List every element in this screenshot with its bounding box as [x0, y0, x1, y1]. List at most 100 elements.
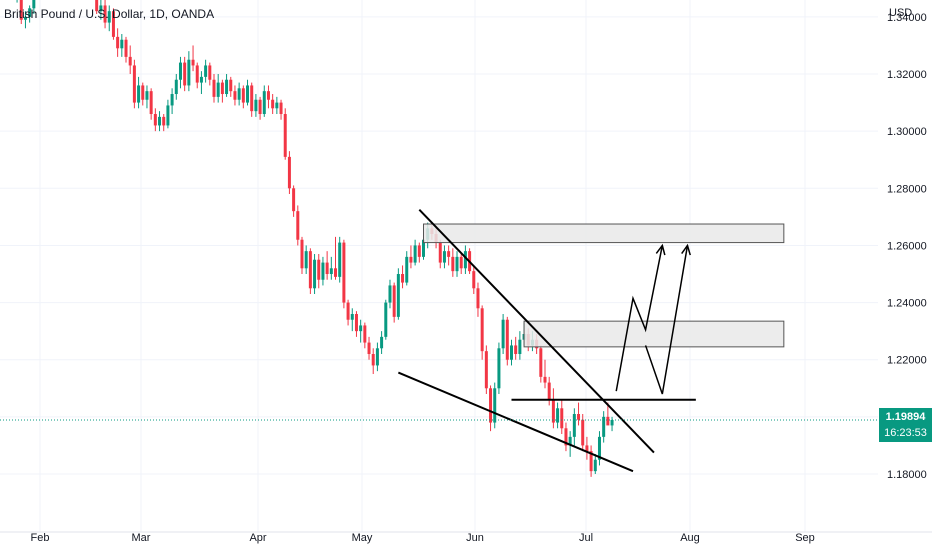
candle-body [497, 348, 501, 389]
candle-body [275, 102, 279, 109]
candle-body [413, 245, 417, 263]
candle-body [283, 114, 287, 157]
candle-body [191, 59, 195, 66]
candle-body [19, 0, 23, 20]
candle-body [589, 451, 593, 472]
candle-body [547, 382, 551, 400]
x-tick-label: Jul [579, 532, 593, 544]
candle-body [342, 242, 346, 303]
candle-body [484, 351, 488, 389]
candle-body [568, 436, 572, 446]
candle-body [329, 268, 333, 275]
y-tick-label: 1.22000 [887, 355, 927, 367]
candle-body [572, 414, 576, 437]
candle-body [271, 99, 275, 109]
candle-body [220, 82, 224, 95]
candle-body [455, 256, 459, 272]
candle-body [99, 5, 103, 12]
candle-body [153, 114, 157, 126]
candle-body [556, 408, 560, 423]
candle-body [380, 336, 384, 349]
candle-body [128, 56, 132, 66]
candle-body [359, 325, 363, 332]
candle-body [304, 251, 308, 269]
candle-body [459, 256, 463, 269]
candle-body [401, 274, 405, 283]
bar-countdown: 16:23:53 [884, 427, 927, 439]
candle-body [111, 11, 115, 37]
candle-body [489, 388, 493, 423]
candle-body [296, 211, 300, 240]
candle-body [564, 428, 568, 446]
candle-body [367, 342, 371, 355]
candle-body [174, 79, 178, 95]
candle-body [229, 79, 233, 92]
candle-body [375, 348, 379, 366]
candle-body [354, 314, 358, 332]
x-tick-label: Jun [466, 532, 484, 544]
candle-body [539, 348, 543, 377]
candle-body [396, 274, 400, 317]
x-tick-label: Aug [680, 532, 700, 544]
trendline [397, 371, 634, 473]
candle-body [388, 285, 392, 303]
candle-body [472, 271, 476, 289]
candle-body [480, 308, 484, 352]
candle-body [334, 268, 338, 277]
candle-body [183, 62, 187, 86]
currency-label: USD [889, 7, 913, 19]
candle-body [602, 416, 606, 437]
candle-body [543, 376, 547, 383]
candle-body [208, 65, 212, 80]
candle-body [606, 416, 610, 426]
y-tick-label: 1.24000 [887, 298, 927, 310]
grid-lines [0, 0, 878, 532]
candle-body [321, 262, 325, 280]
candle-body [233, 91, 237, 100]
candle-body [313, 259, 317, 289]
candle-body [103, 5, 107, 23]
last-price-tag: 1.19894 16:23:53 [879, 408, 932, 442]
candle-body [137, 85, 141, 103]
candle-body [597, 436, 601, 460]
candle-body [514, 345, 518, 355]
candle-body [120, 39, 124, 49]
candle-body [204, 65, 208, 77]
candle-body [28, 8, 32, 17]
candle-body [551, 399, 555, 423]
y-tick-label: 1.26000 [887, 240, 927, 252]
candle-body [476, 288, 480, 309]
x-tick-label: Sep [795, 532, 815, 544]
candle-body [292, 188, 296, 212]
candle-body [405, 256, 409, 283]
candle-body [447, 251, 451, 257]
candle-body [338, 242, 342, 277]
candle-body [141, 85, 145, 100]
candle-body [158, 116, 162, 126]
candle-body [363, 325, 367, 343]
candle-body [300, 239, 304, 269]
candle-body [237, 88, 241, 100]
candle-body [107, 11, 111, 23]
candle-body [610, 420, 614, 426]
candle-body [438, 242, 442, 263]
x-tick-label: Apr [249, 532, 266, 544]
candle-body [505, 319, 509, 360]
candle-body [422, 239, 425, 257]
trendline [418, 209, 655, 454]
candle-body [287, 156, 291, 189]
candle-body [178, 62, 182, 80]
candle-body [317, 259, 321, 280]
candle-body [371, 354, 375, 366]
candle-body [346, 302, 350, 320]
candle-body [149, 91, 153, 115]
supply-zone-box [423, 223, 785, 244]
candle-body [279, 102, 283, 115]
candle-body [585, 445, 589, 452]
candle-body [417, 245, 421, 257]
candle-body [132, 65, 136, 103]
candle-body [212, 79, 216, 97]
candle-body [116, 36, 120, 49]
x-tick-label: May [352, 532, 373, 544]
